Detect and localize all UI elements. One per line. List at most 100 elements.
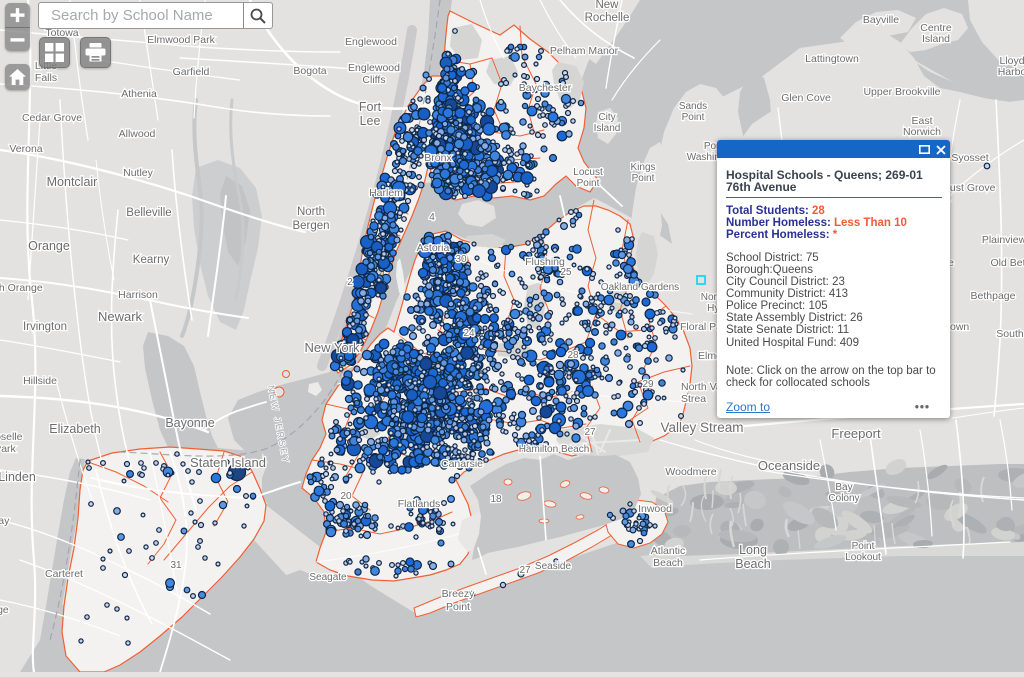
- svg-text:Valley Stream: Valley Stream: [660, 420, 743, 435]
- svg-text:Seagate: Seagate: [309, 572, 347, 583]
- svg-text:Newark: Newark: [98, 309, 143, 324]
- svg-text:Bayonne: Bayonne: [165, 416, 214, 430]
- svg-text:Garfield: Garfield: [173, 66, 210, 78]
- svg-text:way: way: [0, 515, 10, 527]
- svg-text:Island: Island: [594, 123, 621, 134]
- svg-text:24: 24: [463, 328, 475, 339]
- svg-text:Kearny: Kearny: [133, 254, 170, 266]
- svg-text:Seaside: Seaside: [535, 561, 572, 572]
- svg-text:Falls: Falls: [35, 72, 57, 84]
- svg-text:Freeport: Freeport: [831, 426, 881, 441]
- svg-text:Oceanside: Oceanside: [758, 458, 820, 473]
- svg-text:Flatlands: Flatlands: [398, 498, 441, 510]
- svg-text:Linden: Linden: [0, 470, 36, 484]
- svg-text:Harlem: Harlem: [369, 187, 403, 199]
- svg-text:Lloyd: Lloyd: [999, 55, 1024, 67]
- svg-text:Norwich: Norwich: [903, 126, 941, 138]
- svg-text:Canarsie: Canarsie: [441, 458, 483, 470]
- svg-text:30: 30: [455, 254, 467, 265]
- svg-text:Beach: Beach: [653, 557, 683, 569]
- svg-text:Harrison: Harrison: [118, 289, 158, 301]
- svg-text:Bay: Bay: [835, 482, 852, 493]
- svg-text:Totowa: Totowa: [45, 27, 78, 39]
- svg-text:Centre: Centre: [920, 22, 952, 34]
- svg-text:27: 27: [584, 427, 596, 438]
- svg-text:Strea: Strea: [681, 393, 706, 405]
- svg-text:Cedar Grove: Cedar Grove: [22, 112, 82, 124]
- svg-text:Flushing: Flushing: [525, 256, 565, 268]
- svg-text:Bogota: Bogota: [293, 65, 326, 77]
- svg-text:Woodmere: Woodmere: [665, 466, 716, 478]
- svg-text:28: 28: [567, 350, 579, 361]
- svg-text:dge: dge: [0, 604, 9, 616]
- svg-text:Beach: Beach: [735, 557, 770, 571]
- svg-text:Colony: Colony: [828, 493, 859, 504]
- svg-text:e: e: [948, 257, 954, 269]
- svg-text:Plainview: Plainview: [982, 234, 1024, 246]
- svg-text:Montclair: Montclair: [47, 175, 98, 189]
- svg-text:Nutley: Nutley: [123, 167, 154, 179]
- svg-text:Old Bet: Old Bet: [990, 257, 1024, 269]
- svg-text:Harbo: Harbo: [998, 66, 1024, 78]
- svg-text:City: City: [598, 112, 615, 123]
- svg-text:18: 18: [490, 494, 502, 505]
- svg-text:East: East: [911, 115, 932, 127]
- svg-text:Roselle: Roselle: [0, 431, 23, 443]
- svg-text:Upper Brookville: Upper Brookville: [863, 86, 940, 98]
- svg-text:Carteret: Carteret: [45, 568, 83, 580]
- svg-text:Lattingtown: Lattingtown: [805, 53, 859, 65]
- svg-text:Bronx: Bronx: [424, 152, 452, 164]
- svg-text:Bergen: Bergen: [292, 220, 329, 232]
- svg-text:New: New: [595, 0, 619, 11]
- svg-text:Bayville: Bayville: [863, 14, 899, 26]
- svg-text:Englewood: Englewood: [345, 36, 397, 48]
- svg-text:25: 25: [560, 267, 572, 278]
- svg-text:Astoria: Astoria: [417, 242, 450, 254]
- svg-text:Oakland Gardens: Oakland Gardens: [601, 282, 679, 293]
- svg-text:Orange: Orange: [28, 239, 70, 253]
- svg-text:Elizabeth: Elizabeth: [49, 422, 100, 436]
- svg-text:29: 29: [642, 379, 654, 390]
- svg-text:Cliffs: Cliffs: [362, 74, 385, 86]
- svg-text:South Orange: South Orange: [0, 282, 43, 294]
- svg-text:Sands: Sands: [679, 101, 707, 112]
- svg-text:Belleville: Belleville: [126, 207, 171, 219]
- svg-text:Island: Island: [922, 33, 950, 45]
- svg-text:Hamilton Beach: Hamilton Beach: [519, 444, 590, 455]
- svg-text:Breezy: Breezy: [442, 588, 475, 600]
- svg-text:Elmwood Park: Elmwood Park: [147, 34, 215, 46]
- svg-text:Point: Point: [446, 601, 470, 613]
- svg-text:20: 20: [340, 491, 352, 502]
- svg-text:Long: Long: [739, 543, 767, 557]
- svg-text:Rochelle: Rochelle: [585, 12, 630, 24]
- svg-text:Atlantic: Atlantic: [651, 545, 685, 557]
- svg-text:own: own: [950, 321, 969, 333]
- svg-text:Park: Park: [0, 443, 17, 455]
- svg-text:Fort: Fort: [359, 100, 382, 114]
- svg-text:Hillside: Hillside: [23, 375, 57, 387]
- svg-text:31: 31: [170, 560, 182, 571]
- svg-text:Baychester: Baychester: [519, 82, 572, 94]
- svg-text:Point: Point: [852, 541, 875, 552]
- svg-text:Locust: Locust: [573, 167, 603, 178]
- svg-text:Point: Point: [632, 173, 655, 184]
- svg-text:Point: Point: [682, 112, 705, 123]
- svg-text:Verona: Verona: [9, 143, 42, 155]
- svg-text:2: 2: [347, 277, 353, 288]
- svg-text:Bethpage: Bethpage: [971, 290, 1016, 302]
- svg-text:Englewood: Englewood: [348, 62, 400, 74]
- svg-text:Glen Cove: Glen Cove: [781, 92, 831, 104]
- svg-text:Point: Point: [577, 178, 600, 189]
- svg-text:Kings: Kings: [630, 162, 655, 173]
- svg-text:Allwood: Allwood: [119, 128, 156, 140]
- svg-text:Lookout: Lookout: [845, 552, 881, 563]
- svg-text:Syosset: Syosset: [951, 152, 988, 164]
- svg-text:Inwood: Inwood: [638, 503, 672, 515]
- svg-text:27: 27: [519, 565, 531, 576]
- svg-text:Irvington: Irvington: [23, 321, 67, 333]
- svg-text:4: 4: [429, 212, 435, 223]
- svg-text:Lee: Lee: [360, 114, 381, 128]
- svg-text:North: North: [297, 206, 325, 218]
- svg-text:South: South: [996, 328, 1024, 340]
- svg-text:New York: New York: [305, 340, 360, 355]
